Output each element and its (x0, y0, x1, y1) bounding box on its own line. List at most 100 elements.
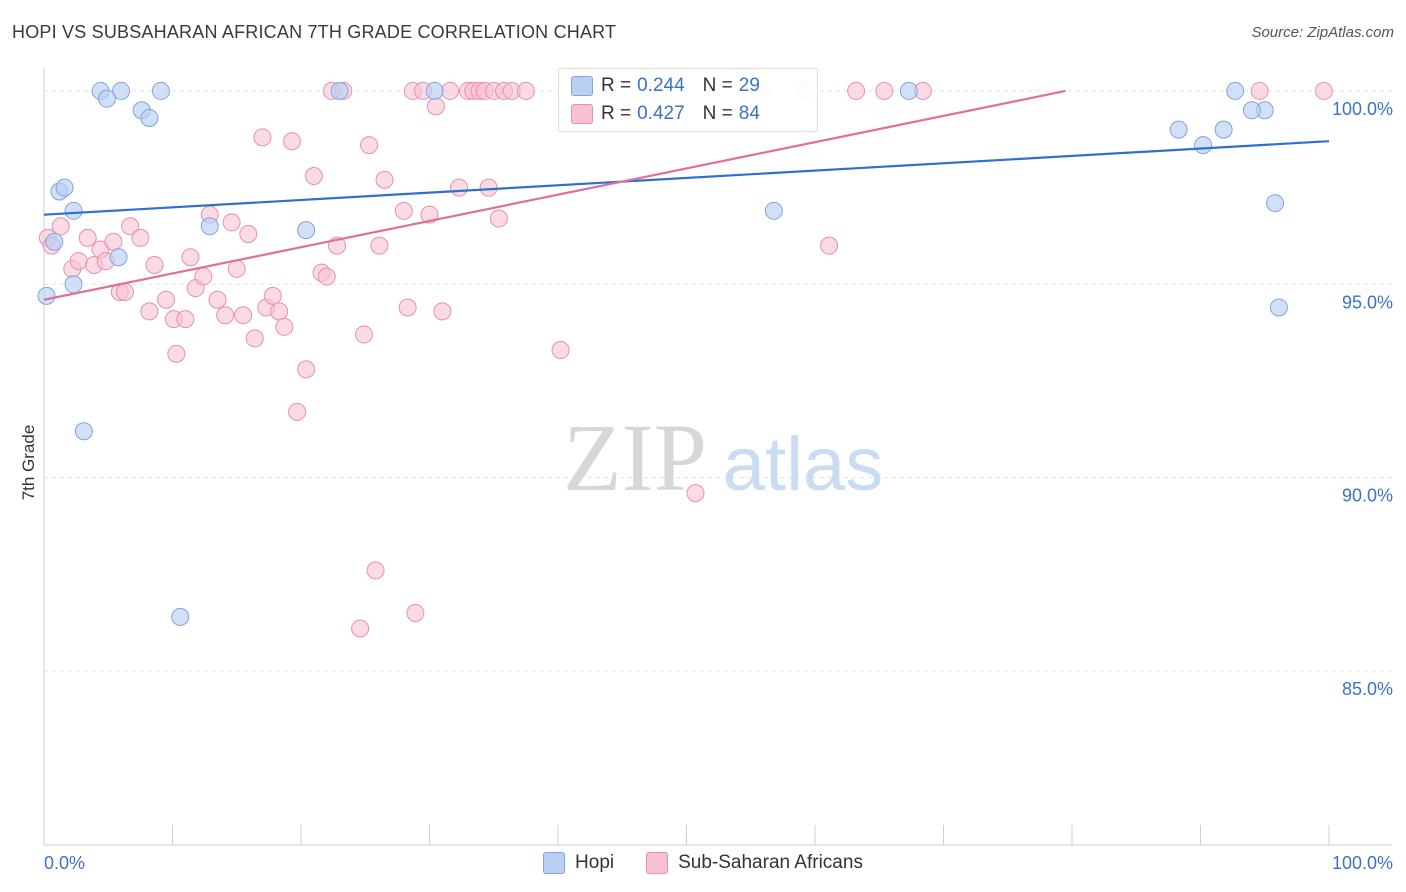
point-ssa (167, 344, 186, 363)
point-ssa (366, 561, 385, 580)
legend-row-hopi: R = 0.244 N = 29 (571, 72, 760, 100)
legend-swatch-ssa (571, 104, 593, 124)
legend-item-ssa[interactable]: Sub-Saharan Africans (646, 852, 863, 874)
point-hopi (1242, 101, 1261, 120)
gridlines (44, 90, 1392, 672)
point-ssa (51, 217, 70, 236)
point-ssa (297, 360, 316, 379)
legend-label-ssa: Sub-Saharan Africans (678, 852, 863, 873)
point-hopi (425, 81, 444, 100)
point-ssa (283, 132, 302, 151)
point-hopi (64, 275, 83, 294)
point-hopi (112, 81, 131, 100)
point-ssa (370, 236, 389, 255)
watermark-zip: ZIP (563, 404, 707, 511)
point-ssa (216, 306, 235, 325)
point-ssa (115, 283, 134, 302)
point-ssa (239, 225, 258, 244)
point-ssa (426, 97, 445, 116)
point-ssa (140, 302, 159, 321)
point-ssa (875, 81, 894, 100)
point-hopi (200, 217, 219, 236)
legend-item-hopi[interactable]: Hopi (543, 852, 614, 874)
point-ssa (686, 484, 705, 503)
legend-label-hopi: Hopi (575, 852, 615, 873)
point-hopi (1214, 120, 1233, 139)
y-tick-label: 85.0% (1342, 679, 1393, 699)
point-ssa (354, 325, 373, 344)
point-ssa (1314, 81, 1333, 100)
axes (43, 68, 1392, 846)
point-ssa (121, 217, 140, 236)
y-axis-label: 7th Grade (19, 425, 38, 501)
point-ssa (181, 248, 200, 267)
trend-line-ssa (43, 89, 1066, 301)
y-tick-label: 90.0% (1342, 486, 1393, 506)
point-hopi (74, 422, 93, 441)
point-ssa (227, 259, 246, 278)
point-ssa (433, 302, 452, 321)
point-ssa (131, 228, 150, 247)
legend-swatch-hopi (543, 852, 566, 874)
legend-swatch-ssa (646, 852, 669, 874)
point-ssa (288, 402, 307, 421)
point-ssa (489, 209, 508, 228)
point-ssa (253, 128, 272, 147)
point-ssa (847, 81, 866, 100)
r-label: R = (601, 103, 632, 124)
y-tick-label: 100.0% (1332, 99, 1393, 119)
point-hopi (899, 81, 918, 100)
point-hopi (109, 248, 128, 267)
series-hopi-points (37, 81, 1288, 626)
n-value: 84 (738, 103, 760, 124)
point-ssa (245, 329, 264, 348)
point-hopi (97, 89, 116, 108)
point-ssa (304, 167, 323, 186)
trend-line-hopi (43, 140, 1330, 216)
axis-labels: 100.0% 95.0% 90.0% 85.0% 0.0% 100.0% 7th Grade (19, 99, 1393, 873)
point-hopi (37, 286, 56, 305)
watermark: ZIP atlas (563, 404, 883, 511)
legend-swatch-hopi (571, 76, 593, 96)
point-ssa (104, 232, 123, 251)
point-ssa (145, 255, 164, 274)
n-label: N = (702, 75, 733, 96)
point-ssa (317, 267, 336, 286)
point-ssa (351, 619, 370, 638)
point-hopi (45, 232, 64, 251)
point-ssa (420, 205, 439, 224)
point-ssa (222, 213, 241, 232)
point-hopi (1169, 120, 1188, 139)
n-label: N = (702, 103, 733, 124)
point-hopi (55, 178, 74, 197)
series-ssa-points (38, 81, 1333, 638)
point-ssa (69, 252, 88, 271)
point-hopi (64, 201, 83, 220)
point-ssa (394, 201, 413, 220)
point-hopi (297, 221, 316, 240)
r-value: 0.427 (637, 103, 685, 124)
point-ssa (208, 290, 227, 309)
point-hopi (1266, 194, 1285, 213)
point-ssa (360, 136, 379, 155)
trend-lines (43, 89, 1330, 301)
point-ssa (450, 178, 469, 197)
point-ssa (406, 603, 425, 622)
point-hopi (330, 81, 349, 100)
r-value: 0.244 (637, 75, 685, 96)
correlation-legend: R = 0.244 N = 29 R = 0.427 N = 84 (558, 68, 818, 132)
watermark-atlas: atlas (723, 422, 884, 507)
point-ssa (194, 267, 213, 286)
point-hopi (140, 109, 159, 128)
point-hopi (171, 607, 190, 626)
n-value: 29 (738, 75, 760, 96)
x-tick-label: 0.0% (44, 853, 85, 873)
point-ssa (270, 302, 289, 321)
point-ssa (157, 290, 176, 309)
point-ssa (263, 286, 282, 305)
point-ssa (375, 170, 394, 189)
point-ssa (516, 81, 535, 100)
chart-title: HOPI VS SUBSAHARAN AFRICAN 7TH GRADE COR… (12, 22, 617, 42)
x-tick-label: 100.0% (1332, 853, 1393, 873)
